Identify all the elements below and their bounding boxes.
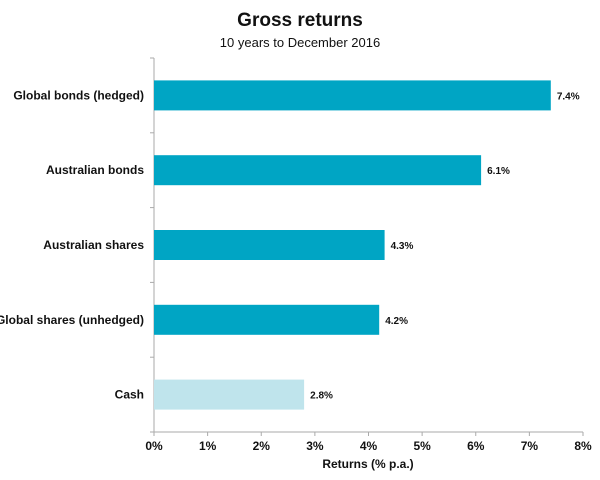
category-label: Australian shares — [43, 238, 144, 252]
x-tick-label: 4% — [360, 439, 378, 453]
chart-title: Gross returns — [237, 10, 363, 31]
x-tick-label: 3% — [306, 439, 324, 453]
x-tick-label: 1% — [199, 439, 217, 453]
bars-group: Global bonds (hedged) 7.4% Australian bond… — [0, 80, 580, 410]
data-label: 2.8% — [310, 391, 333, 402]
x-tick-label: 7% — [521, 439, 539, 453]
bar — [154, 379, 305, 410]
x-tick-label: 6% — [467, 439, 485, 453]
x-tick-label: 0% — [145, 439, 163, 453]
data-label: 6.1% — [487, 166, 510, 177]
bar — [154, 230, 385, 260]
x-tick-label: 8% — [574, 439, 592, 453]
category-label: Cash — [115, 388, 144, 402]
data-label: 4.2% — [385, 316, 408, 327]
category-label: Global shares (unhedged) — [0, 313, 144, 327]
x-tick-label: 5% — [413, 439, 431, 453]
category-label: Global bonds (hedged) — [13, 88, 144, 102]
bar — [154, 155, 482, 186]
bar — [154, 80, 551, 111]
bar — [154, 304, 380, 335]
data-label: 4.3% — [391, 241, 414, 252]
x-axis-title: Returns (% p.a.) — [322, 457, 413, 471]
category-label: Australian bonds — [46, 163, 144, 177]
chart-subtitle: 10 years to December 2016 — [220, 35, 380, 50]
data-label: 7.4% — [557, 91, 580, 102]
x-tick-label: 2% — [253, 439, 271, 453]
